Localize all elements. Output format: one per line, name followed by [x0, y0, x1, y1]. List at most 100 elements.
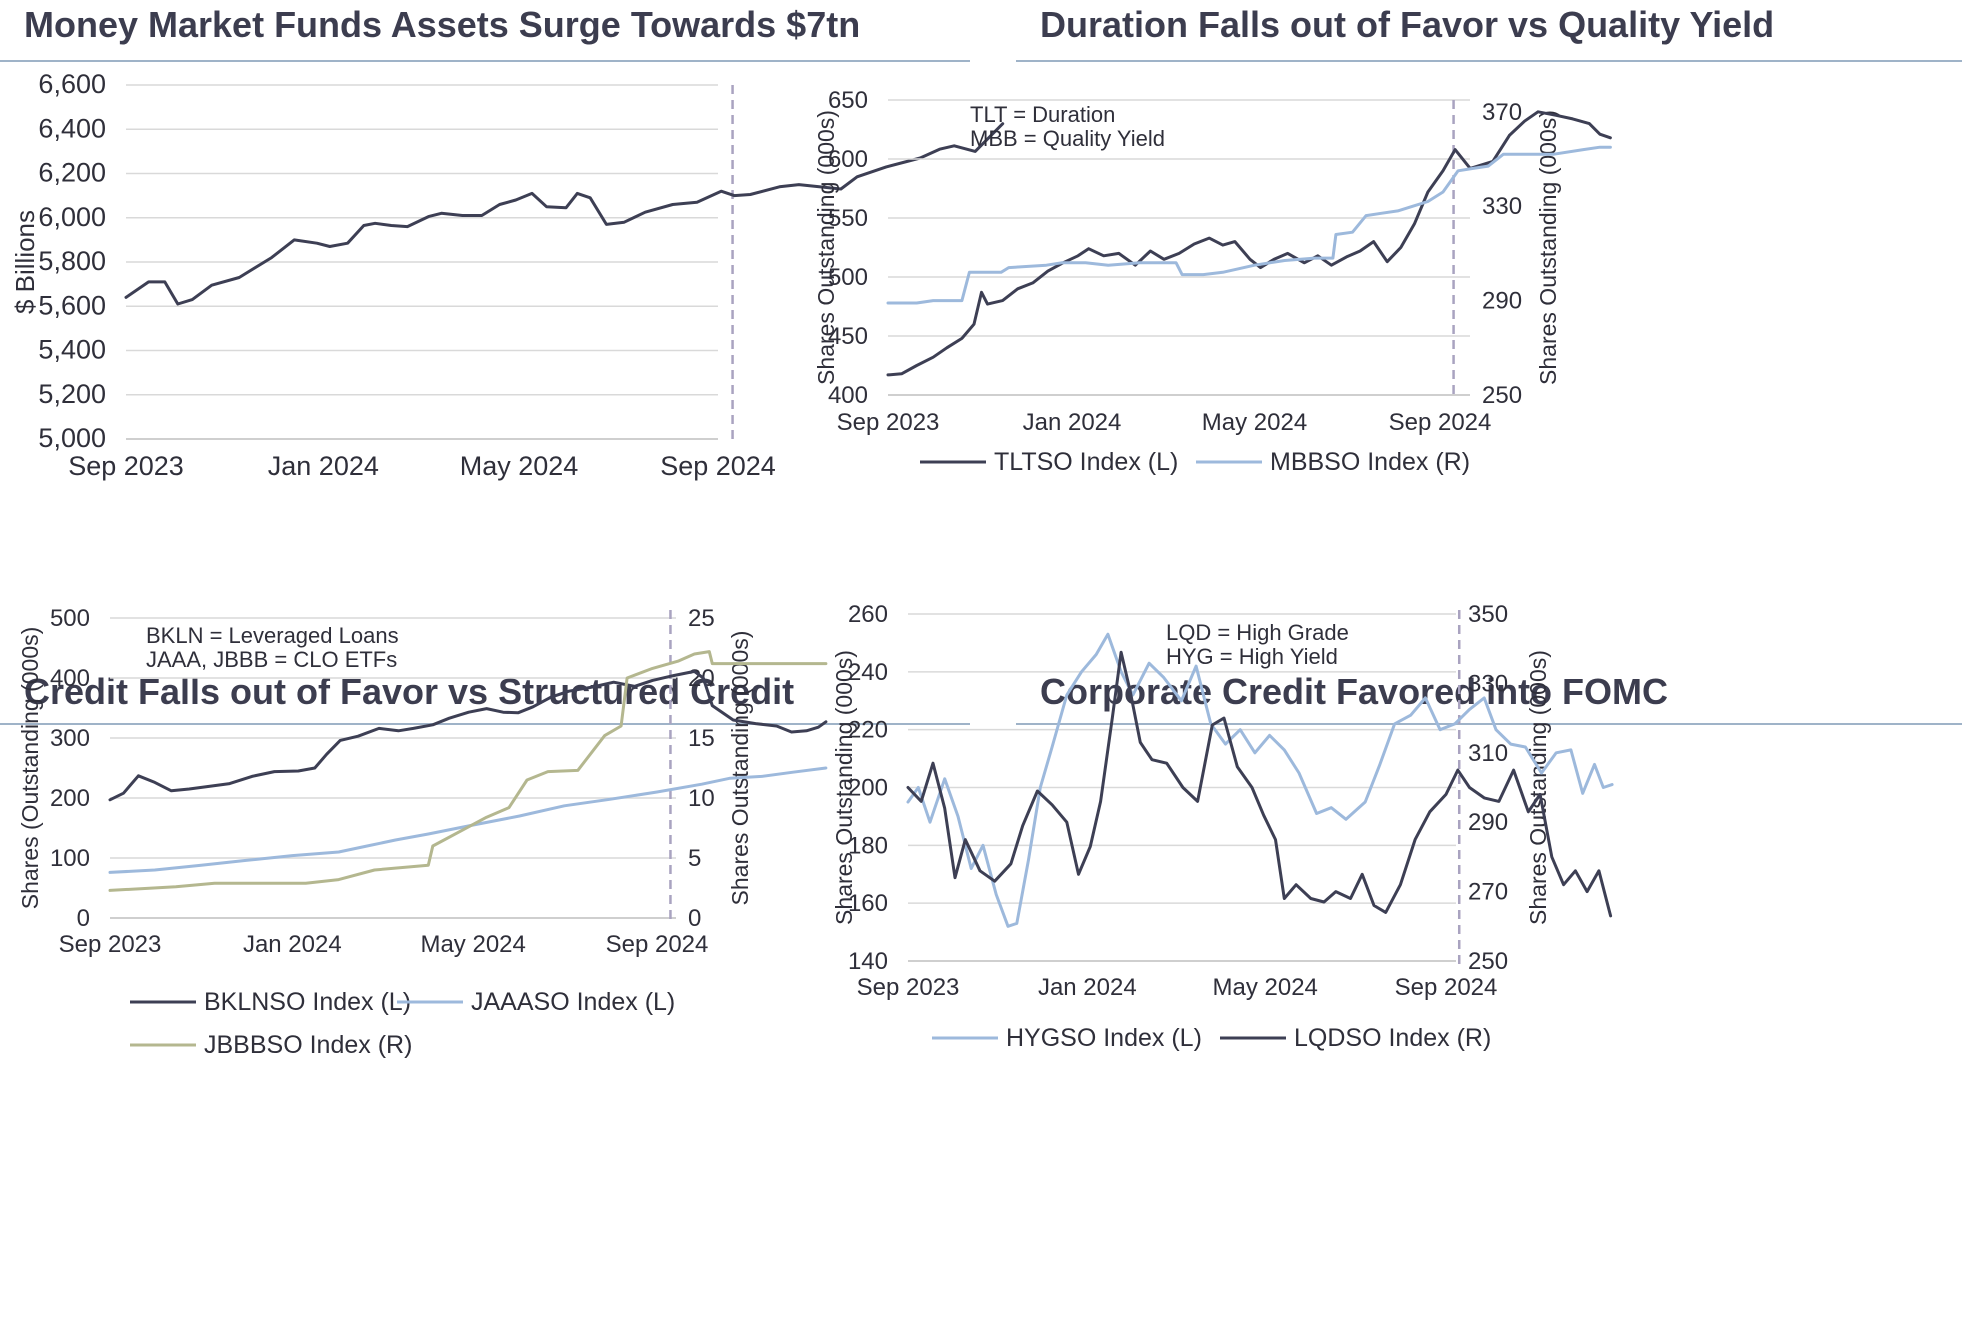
annotation-text: TLT = Duration	[970, 102, 1115, 127]
y-tick-label-right: 330	[1468, 670, 1508, 697]
chart-title: Duration Falls out of Favor vs Quality Y…	[1040, 4, 1775, 45]
series-line-tltso	[886, 110, 1612, 377]
y-axis-label-left: Shares (Outstanding (000s)	[17, 627, 43, 910]
annotation-text: MBB = Quality Yield	[970, 126, 1165, 151]
y-tick-label: 180	[848, 832, 888, 859]
y-tick-label-right: 0	[688, 905, 701, 932]
series-line-hygso	[906, 632, 1614, 928]
series-line-mbbso	[886, 145, 1612, 305]
chart-panel-money-market: Money Market Funds Assets Surge Towards …	[0, 0, 1005, 640]
y-tick-label: 160	[848, 890, 888, 917]
x-tick-label: Sep 2023	[68, 451, 184, 481]
y-tick-label: 240	[848, 659, 888, 686]
legend-label: TLTSO Index (L)	[994, 448, 1178, 476]
annotation-text: BKLN = Leveraged Loans	[146, 623, 399, 648]
x-tick-label: May 2024	[1212, 974, 1317, 1001]
y-tick-label: 140	[848, 948, 888, 975]
y-axis-label-right: Shares Outstanding (000s)	[727, 631, 753, 906]
x-tick-label: Jan 2024	[268, 451, 379, 481]
y-tick-label-right: 290	[1468, 809, 1508, 836]
y-tick-label-right: 15	[688, 725, 715, 752]
y-tick-label-right: 370	[1482, 99, 1522, 126]
y-tick-label: 200	[50, 785, 90, 812]
series-line-jaaaso	[108, 766, 828, 874]
chart-title: Corporate Credit Favored into FOMC	[1040, 671, 1669, 712]
x-tick-label: Sep 2024	[1395, 974, 1498, 1001]
y-tick-label: 300	[50, 725, 90, 752]
legend-label: JBBBSO Index (R)	[204, 1031, 412, 1059]
legend-label: LQDSO Index (R)	[1294, 1024, 1491, 1052]
legend-label: BKLNSO Index (L)	[204, 988, 411, 1016]
x-tick-label: Sep 2023	[857, 974, 960, 1001]
series-line-main	[124, 122, 1005, 306]
x-tick-label: Sep 2024	[660, 451, 776, 481]
x-tick-label: Jan 2024	[1038, 974, 1137, 1001]
y-tick-label-right: 350	[1468, 601, 1508, 628]
chart-title: Money Market Funds Assets Surge Towards …	[24, 4, 861, 45]
title-divider	[1016, 60, 1962, 62]
y-tick-label: 5,400	[38, 335, 106, 365]
y-tick-label-right: 5	[688, 845, 701, 872]
y-tick-label: 260	[848, 601, 888, 628]
x-tick-label: May 2024	[1202, 409, 1307, 436]
chart-panel-credit: Credit Falls out of Favor vs Structured …	[0, 605, 975, 1334]
legend-label: MBBSO Index (R)	[1270, 448, 1470, 476]
y-tick-label-right: 330	[1482, 193, 1522, 220]
y-tick-label: 500	[50, 605, 90, 632]
y-tick-label: 5,800	[38, 246, 106, 276]
x-tick-label: May 2024	[420, 931, 525, 958]
title-divider	[0, 723, 970, 725]
x-tick-label: Sep 2024	[1389, 409, 1492, 436]
y-tick-label-right: 250	[1468, 948, 1508, 975]
y-tick-label: 6,600	[38, 69, 106, 99]
y-tick-label-right: 310	[1468, 740, 1508, 767]
annotation-text: HYG = High Yield	[1166, 644, 1338, 669]
y-tick-label: 0	[77, 905, 90, 932]
y-tick-label: 6,000	[38, 202, 106, 232]
chart-panel-corporate: Corporate Credit Favored into FOMC 140 16…	[831, 601, 1962, 1334]
y-tick-label-right: 20	[688, 665, 715, 692]
y-axis-label-left: Shares Outstanding (000s)	[813, 110, 839, 385]
title-divider	[0, 60, 970, 62]
annotation-text: LQD = High Grade	[1166, 620, 1349, 645]
series-line-bklnso	[108, 669, 828, 802]
y-tick-label: 200	[848, 775, 888, 802]
y-tick-label: 400	[50, 665, 90, 692]
title-divider	[1016, 723, 1962, 725]
annotation-text: JAAA, JBBB = CLO ETFs	[146, 647, 397, 672]
y-tick-label-right: 270	[1468, 879, 1508, 906]
y-axis-label-right: Shares Outstanding (000s)	[1535, 110, 1561, 385]
y-tick-label-right: 10	[688, 785, 715, 812]
y-tick-label: 600	[828, 146, 868, 173]
y-tick-label: 5,200	[38, 379, 106, 409]
y-tick-label: 6,200	[38, 158, 106, 188]
chart-plot-corporate: 140 160 180 200 220 240 260 250 270 290 310 330 350 S…	[831, 601, 1614, 1052]
x-tick-label: Sep 2023	[59, 931, 162, 958]
y-tick-label: 100	[50, 845, 90, 872]
y-tick-label: 400	[828, 382, 868, 409]
y-axis-label: $ Billions	[10, 210, 40, 314]
x-tick-label: May 2024	[460, 451, 579, 481]
y-tick-label: 5,000	[38, 423, 106, 453]
x-tick-label: Sep 2023	[837, 409, 940, 436]
legend-label: HYGSO Index (L)	[1006, 1024, 1202, 1052]
y-tick-label: 450	[828, 323, 868, 350]
y-tick-label: 650	[828, 87, 868, 114]
y-tick-label: 5,600	[38, 290, 106, 320]
x-tick-label: Sep 2024	[606, 931, 709, 958]
x-tick-label: Jan 2024	[1023, 409, 1122, 436]
y-tick-label: 500	[828, 264, 868, 291]
chart-plot-duration: 400 450 500 550 600 650 250 290 330 370 Sep 2023 Ja…	[813, 87, 1612, 476]
y-tick-label: 220	[848, 717, 888, 744]
y-tick-label: 6,400	[38, 113, 106, 143]
y-axis-label-left: Shares Outstanding (000s)	[831, 650, 857, 925]
legend-label: JAAASO Index (L)	[471, 988, 675, 1016]
y-tick-label-right: 25	[688, 605, 715, 632]
chart-plot-credit: 0 100 200 300 400 500 0 5 10 15 20 25 Sep 2023 Jan 20…	[17, 605, 828, 1059]
series-line-jbbbso	[108, 650, 828, 892]
x-tick-label: Jan 2024	[243, 931, 342, 958]
y-tick-label: 550	[828, 205, 868, 232]
y-tick-label-right: 290	[1482, 288, 1522, 315]
chart-plot-money-market: 5,000 5,200 5,400 5,600 5,800 6,000 6,200 6,400…	[10, 69, 1005, 481]
series-line-lqdso	[906, 650, 1613, 918]
